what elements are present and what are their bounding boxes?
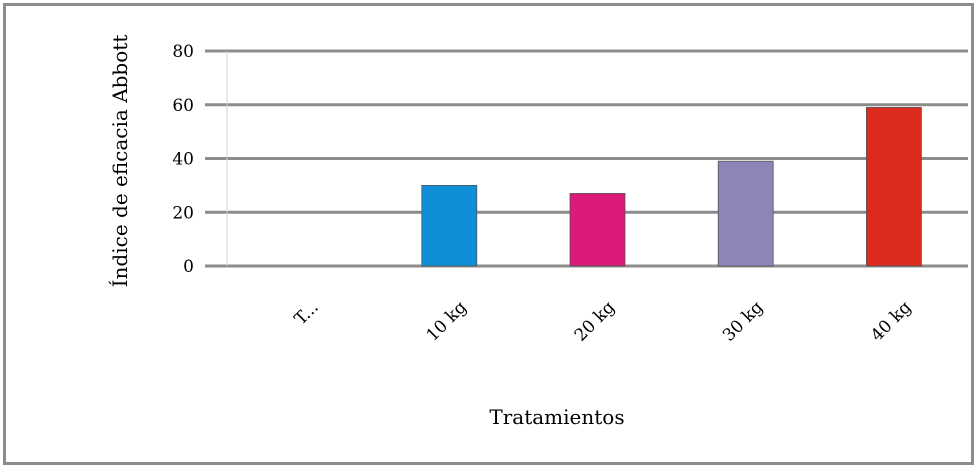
bars [421,107,922,267]
bar [569,193,626,267]
x-tick-labels: T... 10 kg 20 kg 30 kg 40 kg [291,297,916,345]
gridlines [205,49,968,268]
y-axis-title: Índice de eficacia Abbott [108,35,132,288]
x-axis-title: Tratamientos [489,405,624,429]
y-tick-label: 0 [183,257,194,277]
y-tick-label: 60 [172,96,194,116]
x-tick-label: 40 kg [867,297,915,345]
bar [866,107,922,267]
bar-chart: 0 20 40 60 80 T... 10 kg 20 kg 30 kg 40 kg Índic… [108,35,968,429]
x-tick-label: T... [291,297,323,329]
y-tick-label: 40 [172,150,194,170]
x-tick-label: 30 kg [719,297,767,345]
y-tick-label: 20 [172,203,194,223]
y-tick-label: 80 [172,42,194,62]
x-tick-label: 10 kg [423,297,471,345]
x-tick-label: 20 kg [571,297,619,345]
bar [717,160,774,267]
chart-frame: 0 20 40 60 80 T... 10 kg 20 kg 30 kg 40 kg Índic… [3,3,974,465]
bar [421,184,478,267]
y-tick-labels: 0 20 40 60 80 [172,42,194,277]
